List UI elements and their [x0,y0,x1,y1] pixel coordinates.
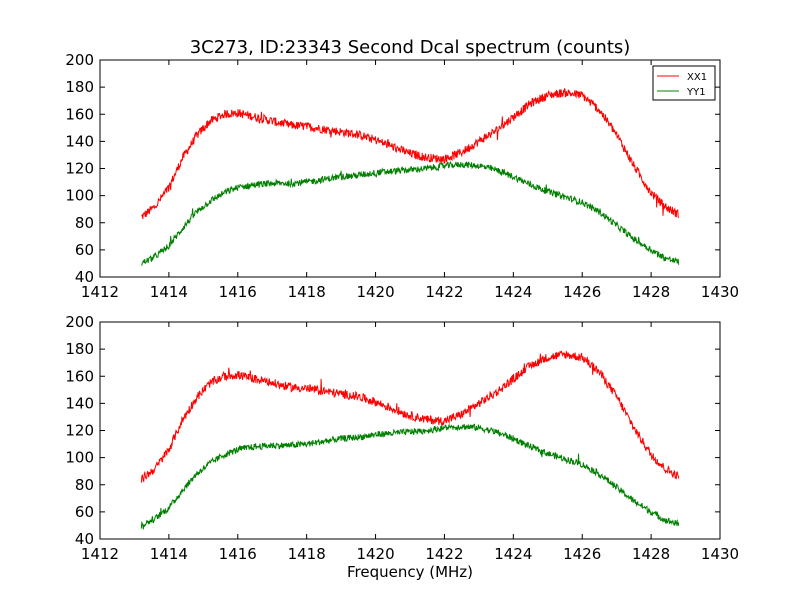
top-y-tick-label: 120 [65,160,94,178]
bottom-x-tick-label: 1424 [494,545,532,563]
top-y-tick-label: 200 [65,51,94,69]
top-x-tick-label: 1420 [356,283,394,301]
bottom-x-tick-label: 1428 [632,545,670,563]
bottom-y-tick-label: 120 [65,422,94,440]
top-x-tick-label: 1424 [494,283,532,301]
bottom-x-tick-label: 1416 [219,545,257,563]
legend-box [652,65,716,101]
x-axis-label: Frequency (MHz) [347,563,473,581]
bottom-y-tick-label: 200 [65,313,94,331]
bottom-y-tick-label: 40 [75,530,94,548]
top-y-tick-label: 140 [65,132,94,150]
top-y-tick-label: 40 [75,268,94,286]
bottom-spectrum-panel: 1412 1414 1416 1418 1420 1422 1424 1426 1428 1430… [65,313,739,563]
bottom-x-tick-label: 1430 [701,545,739,563]
bottom-x-tick-label: 1414 [150,545,188,563]
bottom-y-tick-label: 140 [65,394,94,412]
top-x-tick-label: 1430 [701,283,739,301]
bottom-x-tick-label: 1418 [288,545,326,563]
top-y-tick-label: 100 [65,187,94,205]
top-x-tick-label: 1426 [563,283,601,301]
top-x-tick-label: 1416 [219,283,257,301]
bottom-y-tick-label: 100 [65,449,94,467]
top-y-tick-label: 60 [75,241,94,259]
bottom-y-tick-label: 160 [65,367,94,385]
figure-title: 3C273, ID:23343 Second Dcal spectrum (co… [190,37,631,58]
bottom-x-tick-label: 1420 [356,545,394,563]
bottom-y-tick-label: 180 [65,340,94,358]
top-x-tick-label: 1414 [150,283,188,301]
bottom-y-tick-label: 60 [75,503,94,521]
top-x-tick-label: 1422 [425,283,463,301]
top-spectrum-panel: 1412 1414 1416 1418 1420 1422 1424 1426 1428 1430… [65,51,739,301]
bottom-y-tick-label: 80 [75,476,94,494]
top-x-tick-label: 1412 [81,283,119,301]
bottom-series-green-line [140,423,680,530]
top-y-tick-label: 180 [65,78,94,96]
top-series-xx1-line [141,88,680,220]
bottom-x-tick-label: 1426 [563,545,601,563]
top-series-yy1-line [141,161,680,266]
top-y-tick-label: 80 [75,214,94,232]
legend-label-yy1: YY1 [686,87,706,98]
legend-label-xx1: XX1 [687,72,707,83]
top-y-tick-label: 160 [65,105,94,123]
top-x-tick-label: 1428 [632,283,670,301]
top-x-tick-label: 1418 [288,283,326,301]
bottom-series-red-line [140,350,680,483]
bottom-x-tick-label: 1412 [81,545,119,563]
bottom-x-tick-label: 1422 [425,545,463,563]
